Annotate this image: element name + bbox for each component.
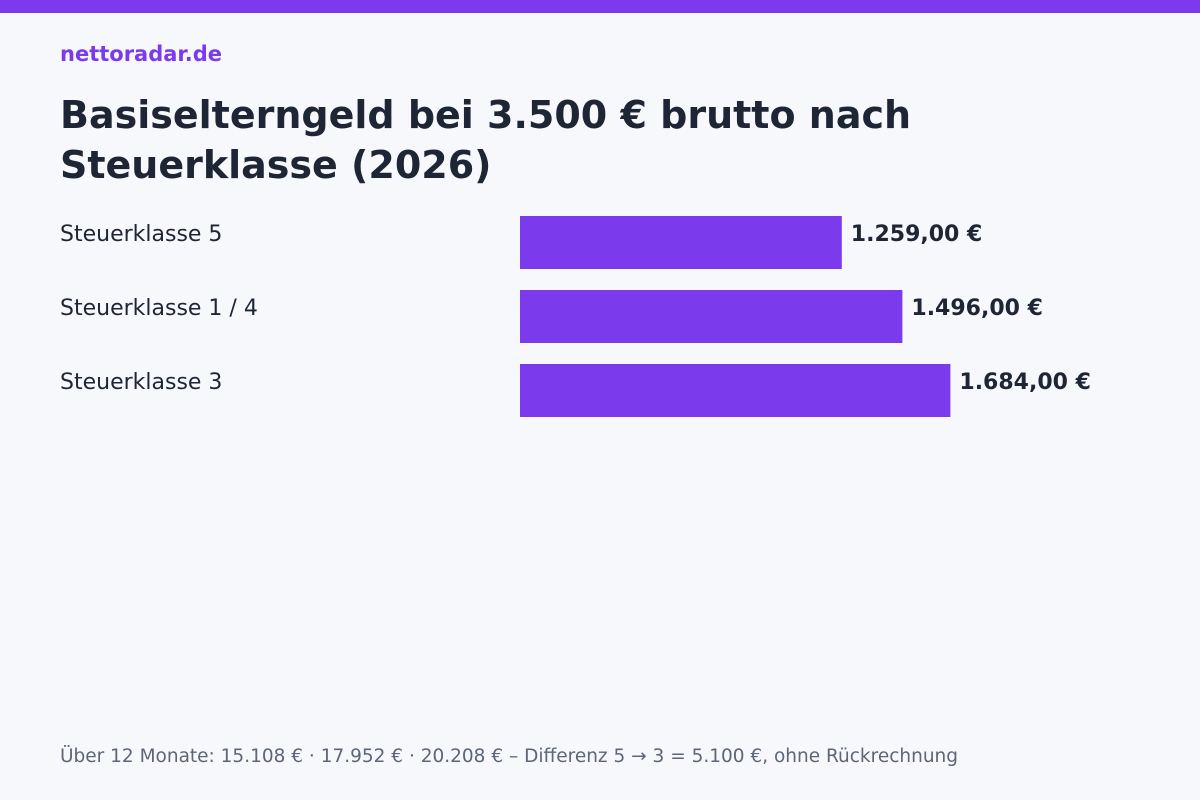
brand-name: nettoradar.de [60, 42, 223, 66]
footnote: Über 12 Monate: 15.108 € · 17.952 € · 20… [60, 746, 959, 767]
bar [520, 364, 951, 417]
category-label: Steuerklasse 1 / 4 [60, 296, 258, 321]
value-label: 1.259,00 € [851, 222, 983, 247]
bar [520, 216, 842, 269]
value-label: 1.684,00 € [959, 370, 1091, 395]
value-label: 1.496,00 € [911, 296, 1043, 321]
top-accent-bar [0, 0, 1200, 13]
bar [520, 290, 903, 343]
category-label: Steuerklasse 3 [60, 370, 222, 395]
chart-title: Basiselterngeld bei 3.500 € brutto nach … [60, 93, 912, 187]
category-label: Steuerklasse 5 [60, 222, 222, 247]
